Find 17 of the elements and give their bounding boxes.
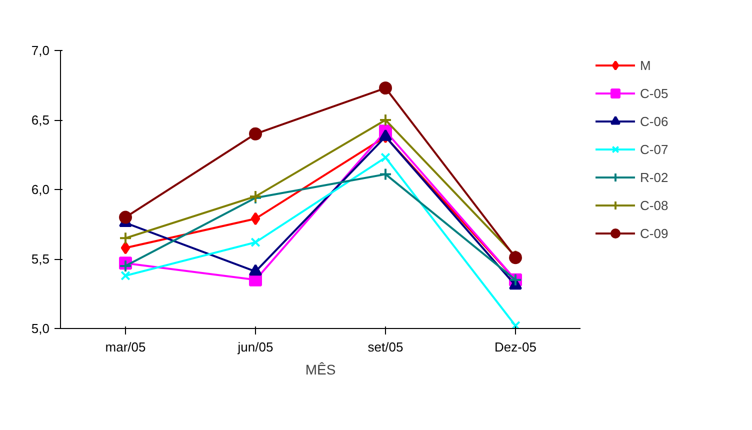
legend-label: C-06 <box>640 114 668 128</box>
legend-label: C-05 <box>640 86 668 100</box>
legend-label: M <box>640 58 652 72</box>
y-tick-label: 6,5 <box>31 112 50 128</box>
y-tick-label: 7,0 <box>31 43 50 58</box>
legend-label: C-09 <box>640 226 668 240</box>
x-axis-title: MÊS <box>305 362 336 378</box>
legend-label: C-07 <box>640 142 668 156</box>
y-tick-label: 6,0 <box>31 182 50 197</box>
x-tick-label: mar/05 <box>105 340 146 354</box>
y-tick-label: 5,5 <box>31 252 50 266</box>
y-tick-label: 5,0 <box>31 321 50 336</box>
legend-label: R-02 <box>640 170 668 184</box>
x-tick-label: jun/05 <box>236 340 274 354</box>
x-tick-label: set/05 <box>368 340 404 354</box>
x-tick-label: Dez-05 <box>494 340 536 354</box>
legend-label: C-08 <box>640 198 668 212</box>
